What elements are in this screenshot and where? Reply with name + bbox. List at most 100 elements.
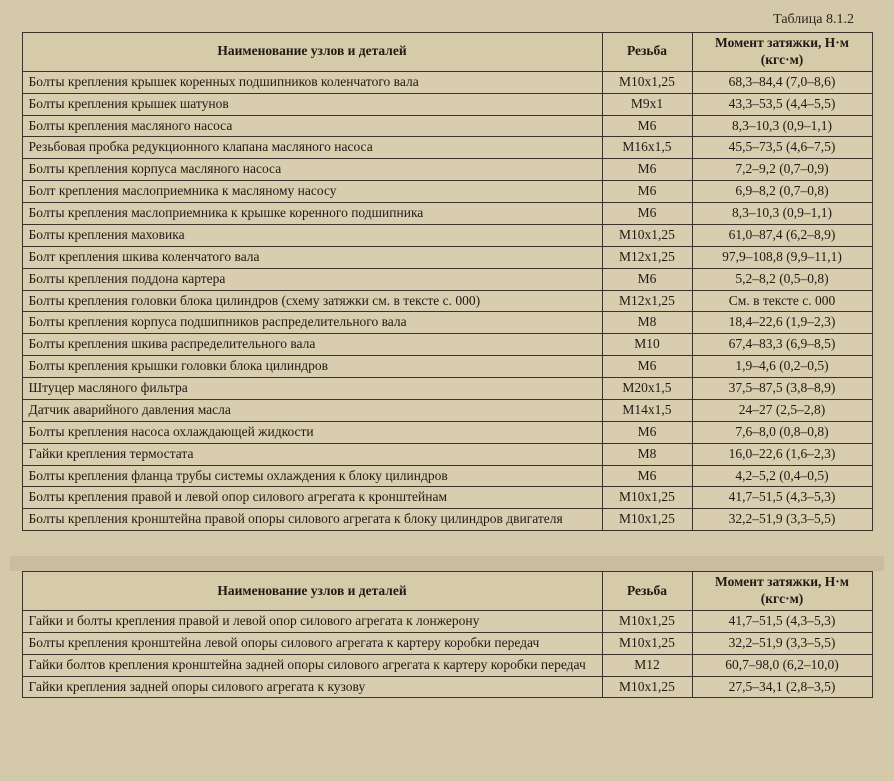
cell-torque: 5,2–8,2 (0,5–0,8) [692, 268, 872, 290]
table-caption: Таблица 8.1.2 [10, 12, 854, 28]
cell-name: Гайки и болты крепления правой и левой о… [22, 610, 602, 632]
table-row: Болты крепления маслоприемника к крышке … [22, 203, 872, 225]
table-row: Болты крепления насоса охлаждающей жидко… [22, 421, 872, 443]
table-row: Болт крепления шкива коленчатого валаМ12… [22, 246, 872, 268]
cell-thread: М16х1,5 [602, 137, 692, 159]
table-row: Болты крепления фланца трубы системы охл… [22, 465, 872, 487]
table-row: Болт крепления маслоприемника к масляном… [22, 181, 872, 203]
header-thread: Резьба [602, 33, 692, 72]
cell-name: Гайки крепления термостата [22, 443, 602, 465]
cell-thread: М10 [602, 334, 692, 356]
cell-thread: М8 [602, 312, 692, 334]
cell-torque: 41,7–51,5 (4,3–5,3) [692, 487, 872, 509]
cell-name: Болты крепления фланца трубы системы охл… [22, 465, 602, 487]
cell-name: Болты крепления крышек шатунов [22, 93, 602, 115]
cell-torque: 8,3–10,3 (0,9–1,1) [692, 203, 872, 225]
header-thread: Резьба [602, 572, 692, 611]
cell-name: Болты крепления головки блока цилиндров … [22, 290, 602, 312]
cell-torque: 61,0–87,4 (6,2–8,9) [692, 224, 872, 246]
cell-name: Болты крепления поддона картера [22, 268, 602, 290]
cell-torque: 41,7–51,5 (4,3–5,3) [692, 610, 872, 632]
cell-torque: 32,2–51,9 (3,3–5,5) [692, 509, 872, 531]
cell-thread: М6 [602, 115, 692, 137]
cell-torque: 67,4–83,3 (6,9–8,5) [692, 334, 872, 356]
cell-thread: М6 [602, 159, 692, 181]
cell-name: Резьбовая пробка редукционного клапана м… [22, 137, 602, 159]
table-row: Болты крепления масляного насосаМ68,3–10… [22, 115, 872, 137]
cell-thread: М6 [602, 356, 692, 378]
table-row: Гайки болтов крепления кронштейна задней… [22, 654, 872, 676]
table-row: Гайки и болты крепления правой и левой о… [22, 610, 872, 632]
table-row: Гайки крепления задней опоры силового аг… [22, 676, 872, 698]
table-row: Болты крепления шкива распределительного… [22, 334, 872, 356]
cell-torque: 7,6–8,0 (0,8–0,8) [692, 421, 872, 443]
cell-thread: М20х1,5 [602, 378, 692, 400]
table-row: Болты крепления корпуса подшипников расп… [22, 312, 872, 334]
cell-name: Болт крепления шкива коленчатого вала [22, 246, 602, 268]
cell-name: Болт крепления маслоприемника к масляном… [22, 181, 602, 203]
cell-thread: М9х1 [602, 93, 692, 115]
cell-thread: М12х1,25 [602, 246, 692, 268]
cell-torque: 43,3–53,5 (4,4–5,5) [692, 93, 872, 115]
cell-thread: М10х1,25 [602, 71, 692, 93]
table-row: Датчик аварийного давления маслаМ14х1,52… [22, 399, 872, 421]
header-torque: Момент затяжки, Н·м (кгс·м) [692, 33, 872, 72]
cell-torque: 16,0–22,6 (1,6–2,3) [692, 443, 872, 465]
torque-table-1: Наименование узлов и деталей Резьба Моме… [22, 32, 873, 531]
cell-thread: М10х1,25 [602, 224, 692, 246]
cell-thread: М6 [602, 268, 692, 290]
table-row: Болты крепления крышек шатуновМ9х143,3–5… [22, 93, 872, 115]
cell-name: Гайки болтов крепления кронштейна задней… [22, 654, 602, 676]
cell-torque: См. в тексте с. 000 [692, 290, 872, 312]
cell-thread: М10х1,25 [602, 610, 692, 632]
cell-thread: М6 [602, 181, 692, 203]
cell-torque: 27,5–34,1 (2,8–3,5) [692, 676, 872, 698]
cell-thread: М12 [602, 654, 692, 676]
torque-table-2: Наименование узлов и деталей Резьба Моме… [22, 571, 873, 698]
table-row: Гайки крепления термостатаМ816,0–22,6 (1… [22, 443, 872, 465]
cell-thread: М6 [602, 421, 692, 443]
table-row: Болты крепления кронштейна правой опоры … [22, 509, 872, 531]
table-row: Болты крепления кронштейна левой опоры с… [22, 632, 872, 654]
cell-name: Болты крепления кронштейна правой опоры … [22, 509, 602, 531]
cell-name: Болты крепления крышки головки блока цил… [22, 356, 602, 378]
cell-name: Болты крепления маслоприемника к крышке … [22, 203, 602, 225]
cell-torque: 1,9–4,6 (0,2–0,5) [692, 356, 872, 378]
table-row: Болты крепления крышек коренных подшипни… [22, 71, 872, 93]
cell-torque: 37,5–87,5 (3,8–8,9) [692, 378, 872, 400]
header-torque: Момент затяжки, Н·м (кгс·м) [692, 572, 872, 611]
cell-name: Болты крепления корпуса подшипников расп… [22, 312, 602, 334]
table-row: Штуцер масляного фильтраМ20х1,537,5–87,5… [22, 378, 872, 400]
table-row: Болты крепления головки блока цилиндров … [22, 290, 872, 312]
cell-thread: М10х1,25 [602, 632, 692, 654]
cell-name: Болты крепления крышек коренных подшипни… [22, 71, 602, 93]
cell-thread: М10х1,25 [602, 487, 692, 509]
cell-name: Болты крепления масляного насоса [22, 115, 602, 137]
cell-name: Болты крепления кронштейна левой опоры с… [22, 632, 602, 654]
table-row: Болты крепления корпуса масляного насоса… [22, 159, 872, 181]
cell-torque: 32,2–51,9 (3,3–5,5) [692, 632, 872, 654]
cell-thread: М6 [602, 465, 692, 487]
cell-torque: 97,9–108,8 (9,9–11,1) [692, 246, 872, 268]
header-name: Наименование узлов и деталей [22, 572, 602, 611]
cell-torque: 4,2–5,2 (0,4–0,5) [692, 465, 872, 487]
cell-thread: М6 [602, 203, 692, 225]
cell-torque: 45,5–73,5 (4,6–7,5) [692, 137, 872, 159]
header-row: Наименование узлов и деталей Резьба Моме… [22, 572, 872, 611]
cell-name: Штуцер масляного фильтра [22, 378, 602, 400]
cell-torque: 18,4–22,6 (1,9–2,3) [692, 312, 872, 334]
cell-torque: 60,7–98,0 (6,2–10,0) [692, 654, 872, 676]
header-name: Наименование узлов и деталей [22, 33, 602, 72]
table-row: Болты крепления крышки головки блока цил… [22, 356, 872, 378]
cell-thread: М10х1,25 [602, 676, 692, 698]
cell-name: Болты крепления насоса охлаждающей жидко… [22, 421, 602, 443]
cell-name: Болты крепления маховика [22, 224, 602, 246]
cell-torque: 7,2–9,2 (0,7–0,9) [692, 159, 872, 181]
cell-torque: 8,3–10,3 (0,9–1,1) [692, 115, 872, 137]
cell-name: Болты крепления шкива распределительного… [22, 334, 602, 356]
cell-name: Датчик аварийного давления масла [22, 399, 602, 421]
cell-thread: М14х1,5 [602, 399, 692, 421]
cell-name: Гайки крепления задней опоры силового аг… [22, 676, 602, 698]
cell-thread: М8 [602, 443, 692, 465]
cell-name: Болты крепления правой и левой опор сило… [22, 487, 602, 509]
